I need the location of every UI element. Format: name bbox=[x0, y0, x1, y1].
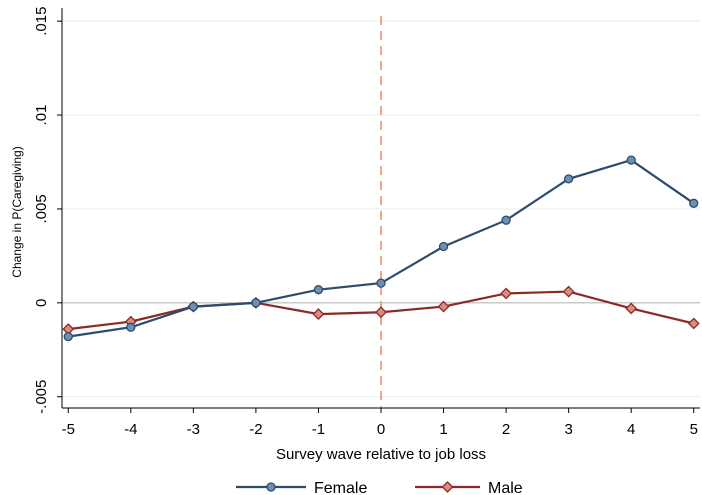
x-tick-label: -2 bbox=[249, 421, 262, 438]
legend-swatch-marker bbox=[441, 481, 454, 493]
female-point bbox=[626, 155, 636, 165]
x-tick-label: 5 bbox=[690, 421, 698, 438]
male-point bbox=[500, 287, 513, 300]
x-tick-label: -1 bbox=[312, 421, 325, 438]
female-point bbox=[501, 215, 511, 225]
x-tick-label: 4 bbox=[627, 421, 635, 438]
legend: Female Male bbox=[236, 480, 523, 495]
male-point bbox=[562, 285, 575, 298]
male-point bbox=[625, 302, 638, 315]
x-tick-label: 1 bbox=[439, 421, 447, 438]
female-point bbox=[689, 198, 699, 208]
female-point bbox=[376, 278, 386, 288]
y-tick-label: .005 bbox=[33, 194, 50, 223]
legend-label: Female bbox=[314, 480, 367, 495]
x-tick-label: -5 bbox=[62, 421, 75, 438]
male-point bbox=[687, 317, 700, 330]
legend-item-female: Female bbox=[236, 480, 367, 495]
male-point bbox=[375, 306, 387, 319]
female-point bbox=[188, 301, 199, 312]
reference-lines bbox=[62, 16, 700, 408]
axes bbox=[57, 8, 700, 413]
legend-swatch-marker bbox=[266, 482, 276, 492]
legend-label: Male bbox=[488, 480, 523, 495]
female-point bbox=[251, 298, 261, 308]
x-tick-label: 3 bbox=[564, 421, 572, 438]
tick-labels: -.005 0 .005 .01 .015 -5 -4 -3 -2 -1 0 1 2 3 4 5 bbox=[33, 7, 698, 438]
x-tick-label: -3 bbox=[187, 421, 200, 438]
series-female bbox=[63, 155, 699, 342]
y-axis-title: Change in P(Caregiving) bbox=[10, 146, 24, 277]
female-point bbox=[563, 174, 574, 184]
y-tick-label: -.005 bbox=[33, 380, 50, 414]
x-tick-label: 0 bbox=[377, 421, 385, 438]
y-tick-label: 0 bbox=[33, 299, 50, 307]
series-group bbox=[62, 155, 700, 342]
y-tick-label: .015 bbox=[33, 7, 50, 36]
male-point bbox=[437, 300, 450, 313]
x-tick-label: -4 bbox=[124, 421, 137, 438]
y-tick-label: .01 bbox=[33, 105, 50, 126]
female-point bbox=[438, 241, 449, 252]
legend-item-male: Male bbox=[415, 480, 523, 495]
x-axis-title: Survey wave relative to job loss bbox=[276, 446, 486, 463]
female-point bbox=[313, 285, 324, 295]
x-tick-label: 2 bbox=[502, 421, 510, 438]
female-point bbox=[63, 331, 73, 342]
male-point bbox=[312, 308, 325, 321]
female-point bbox=[126, 322, 136, 332]
